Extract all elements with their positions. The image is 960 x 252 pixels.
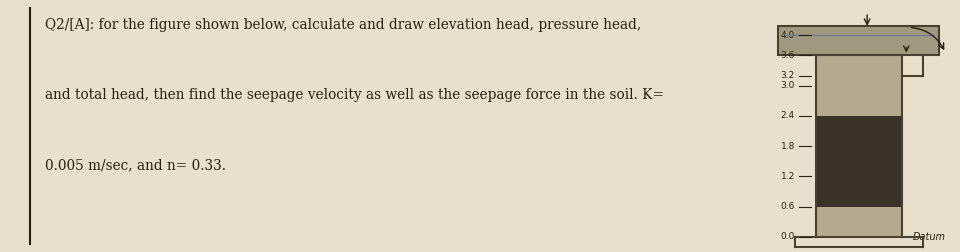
Bar: [815, 55, 902, 116]
Bar: [815, 207, 902, 237]
Text: 1.2: 1.2: [780, 172, 795, 181]
Text: 3.6: 3.6: [780, 51, 795, 60]
Text: Datum: Datum: [913, 232, 946, 242]
Text: 4.0: 4.0: [780, 31, 795, 40]
Text: 3.2: 3.2: [780, 71, 795, 80]
Text: and total head, then find the seepage velocity as well as the seepage force in t: and total head, then find the seepage ve…: [45, 88, 664, 102]
Text: 0.0: 0.0: [780, 232, 795, 241]
Text: 3.0: 3.0: [780, 81, 795, 90]
Text: 0.005 m/sec, and n= 0.33.: 0.005 m/sec, and n= 0.33.: [45, 159, 226, 173]
Bar: [779, 26, 939, 55]
Text: 2.4: 2.4: [780, 111, 795, 120]
Text: Q2/[A]: for the figure shown below, calculate and draw elevation head, pressure : Q2/[A]: for the figure shown below, calc…: [45, 18, 641, 32]
Bar: [815, 116, 902, 207]
Text: 0.6: 0.6: [780, 202, 795, 211]
Text: 1.8: 1.8: [780, 142, 795, 151]
